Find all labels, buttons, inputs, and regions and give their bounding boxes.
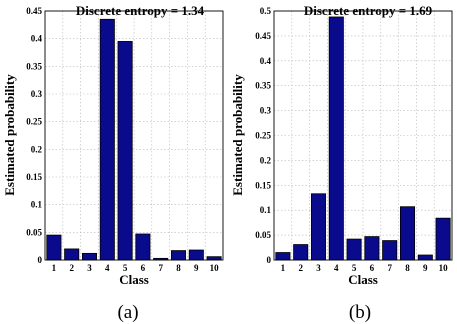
x-tick-label: 9 <box>423 263 428 273</box>
y-tick-label: 0.1 <box>31 200 43 210</box>
bar-class-9 <box>417 254 433 261</box>
chart-title: Discrete entropy = 1.34 <box>76 3 205 18</box>
bar-class-10 <box>435 217 451 261</box>
x-tick-label: 8 <box>176 263 181 273</box>
y-tick-label: 0.05 <box>255 230 271 240</box>
y-axis-label: Estimated probability <box>2 74 17 196</box>
x-tick-label: 2 <box>69 263 74 273</box>
x-tick-label: 3 <box>87 263 92 273</box>
bar-class-1 <box>275 252 291 261</box>
x-tick-label: 7 <box>158 263 163 273</box>
x-tick-label: 7 <box>387 263 392 273</box>
x-tick-label: 8 <box>405 263 410 273</box>
x-tick-label: 1 <box>281 263 286 273</box>
bar-class-2 <box>64 248 80 261</box>
bar-class-2 <box>293 244 309 261</box>
bar-class-5 <box>117 41 133 261</box>
bar-class-5 <box>346 238 362 261</box>
bar-class-6 <box>135 233 151 261</box>
bar-class-6 <box>364 236 380 261</box>
x-tick-label: 10 <box>210 263 220 273</box>
y-axis-label: Estimated probability <box>230 74 245 196</box>
y-tick-label: 0.3 <box>31 89 43 99</box>
x-tick-label: 3 <box>316 263 321 273</box>
bar-class-4 <box>328 16 344 261</box>
y-tick-label: 0 <box>267 255 272 265</box>
bar-class-10 <box>206 256 222 261</box>
y-tick-label: 0.1 <box>260 205 272 215</box>
x-axis-label: Class <box>119 272 149 287</box>
chart-title: Discrete entropy = 1.69 <box>304 3 433 18</box>
y-tick-label: 0.35 <box>26 61 42 71</box>
y-tick-label: 0 <box>38 255 43 265</box>
bar-class-8 <box>399 206 416 261</box>
chart-b: Discrete entropy = 1.69 0 0.05 0.1 0.15 0.2 0.… <box>230 3 453 323</box>
y-tick-label: 0.25 <box>255 131 271 141</box>
y-tick-label: 0.05 <box>26 227 42 237</box>
y-tick-label: 0.45 <box>255 31 271 41</box>
y-tick-label: 0.3 <box>260 106 272 116</box>
x-axis-label: Class <box>348 272 378 287</box>
y-tick-label: 0.15 <box>26 172 42 182</box>
bar-class-8 <box>170 250 187 261</box>
plot-frame <box>44 10 224 261</box>
x-tick-label: 6 <box>141 263 146 273</box>
y-tick-label: 0.4 <box>31 34 43 44</box>
y-tick-label: 0.25 <box>26 117 42 127</box>
y-tick-label: 0.15 <box>255 180 271 190</box>
bar-class-3 <box>310 193 327 261</box>
y-tick-label: 0.2 <box>260 155 272 165</box>
x-tick-label: 6 <box>370 263 375 273</box>
subfigure-caption: (b) <box>349 302 371 323</box>
y-tick-label: 0.2 <box>31 144 43 154</box>
y-tick-label: 0.45 <box>26 6 42 16</box>
bar-class-1 <box>46 234 62 261</box>
plot-frame <box>273 10 453 261</box>
x-tick-label: 1 <box>52 263 57 273</box>
x-tick-label: 10 <box>439 263 449 273</box>
y-tick-label: 0.35 <box>255 81 271 91</box>
x-tick-label: 4 <box>334 263 339 273</box>
y-tick-label: 0.5 <box>260 6 272 16</box>
bar-class-4 <box>99 18 115 261</box>
x-tick-label: 5 <box>123 263 128 273</box>
x-tick-label: 4 <box>105 263 110 273</box>
bar-class-9 <box>188 249 204 261</box>
x-tick-label: 5 <box>352 263 357 273</box>
subfigure-caption: (a) <box>117 302 138 323</box>
y-tick-label: 0.4 <box>260 56 272 66</box>
chart-a: Discrete entropy = 1.34 0 0.05 0.1 0.15 0.2 0.… <box>2 3 224 323</box>
bar-class-7 <box>382 240 398 261</box>
x-tick-label: 2 <box>298 263 303 273</box>
bar-class-3 <box>81 252 98 261</box>
x-tick-label: 9 <box>194 263 199 273</box>
